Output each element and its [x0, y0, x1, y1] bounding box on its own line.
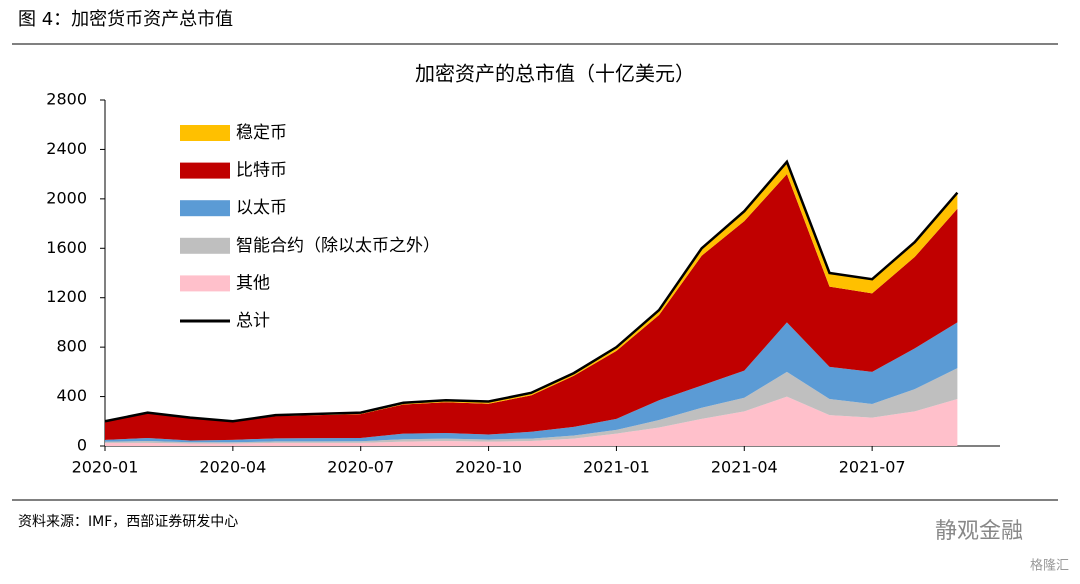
- y-tick-label: 2000: [46, 188, 87, 207]
- figure-label: 图 4：加密货币资产总市值: [18, 9, 233, 30]
- legend-label: 智能合约（除以太币之外）: [236, 236, 440, 256]
- y-tick-label: 2400: [46, 139, 87, 158]
- x-tick-label: 2020-07: [327, 458, 394, 477]
- legend-swatch: [180, 125, 230, 141]
- x-tick-label: 2020-01: [72, 458, 139, 477]
- y-tick-label: 2800: [46, 90, 87, 109]
- legend-swatch: [180, 237, 230, 254]
- legend-swatch: [180, 275, 230, 292]
- y-tick-label: 0: [77, 436, 87, 455]
- total-line: [104, 159, 959, 423]
- y-tick-label: 1200: [46, 287, 87, 306]
- legend-swatch: [180, 162, 230, 179]
- area-series: [105, 396, 958, 446]
- chart-title: 加密资产的总市值（十亿美元）: [415, 62, 695, 86]
- watermark: 静观金融: [935, 519, 1023, 544]
- legend-swatch: [180, 200, 230, 217]
- area-series: [105, 174, 958, 441]
- watermark-brand: 格隆汇: [1030, 558, 1069, 574]
- x-tick-label: 2021-07: [839, 458, 906, 477]
- x-tick-label: 2020-10: [455, 458, 522, 477]
- source-note: 资料来源：IMF，西部证券研发中心: [18, 514, 238, 530]
- y-tick-label: 400: [56, 386, 87, 405]
- legend-label: 比特币: [236, 161, 287, 181]
- legend-label: 稳定币: [236, 123, 287, 143]
- x-tick-label: 2021-01: [583, 458, 650, 477]
- y-tick-label: 1600: [46, 238, 87, 257]
- legend-label: 总计: [236, 311, 270, 331]
- x-tick-label: 2020-04: [199, 458, 266, 477]
- legend-label: 以太币: [236, 198, 287, 218]
- y-tick-label: 800: [56, 337, 87, 356]
- legend-label: 其他: [236, 273, 270, 293]
- x-tick-label: 2021-04: [711, 458, 778, 477]
